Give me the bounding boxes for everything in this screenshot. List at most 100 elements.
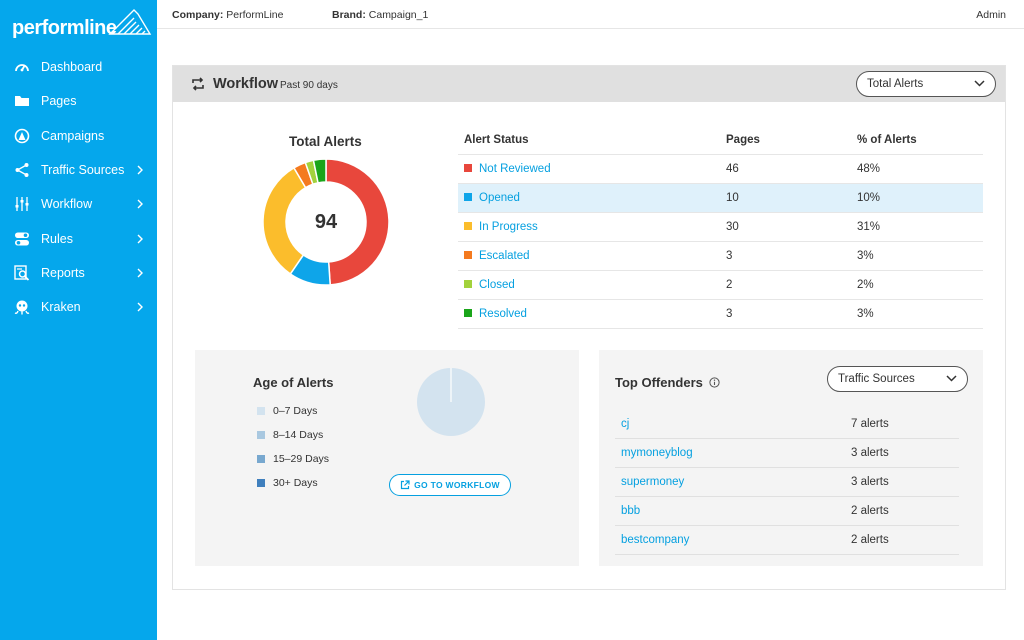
legend-item: 15–29 Days [257, 453, 329, 465]
percent-cell: 48% [857, 163, 881, 175]
alert-status-link[interactable]: Resolved [479, 308, 527, 320]
sidebar-item-pages[interactable]: Pages [0, 84, 157, 118]
sidebar-item-dashboard[interactable]: Dashboard [0, 50, 157, 84]
sidebar-item-traffic-sources[interactable]: Traffic Sources [0, 153, 157, 187]
alert-status-cell: Opened [464, 192, 520, 204]
donut-slice-not-reviewed[interactable] [325, 158, 390, 286]
age-of-alerts-pie-chart [417, 368, 485, 436]
sidebar-item-workflow[interactable]: Workflow [0, 187, 157, 221]
offender-link[interactable]: supermoney [621, 476, 685, 488]
legend-swatch [257, 455, 265, 463]
chevron-down-icon [946, 375, 957, 382]
sidebar-item-label: Campaigns [41, 128, 105, 143]
brand-value: Campaign_1 [368, 9, 429, 21]
alert-status-link[interactable]: Closed [479, 279, 515, 291]
offender-alert-count: 7 alerts [851, 418, 889, 430]
pages-cell: 3 [726, 250, 733, 262]
offender-link[interactable]: cj [621, 418, 630, 430]
percent-cell: 2% [857, 279, 874, 291]
status-color-swatch [464, 193, 472, 201]
offender-filter-dropdown[interactable]: Traffic Sources [827, 366, 968, 392]
workflow-subtitle: Past 90 days [280, 80, 338, 91]
alert-status-link[interactable]: Opened [479, 192, 520, 204]
offender-link[interactable]: bestcompany [621, 534, 690, 546]
offender-filter-value: Traffic Sources [838, 373, 915, 385]
table-row[interactable]: Escalated 3 3% [458, 242, 983, 271]
legend-item: 8–14 Days [257, 429, 323, 441]
external-link-icon [401, 480, 410, 490]
toggles-icon [13, 230, 31, 248]
workflow-card-header: Workflow Past 90 days Total Alerts [173, 66, 1005, 102]
table-header-row: Alert Status Pages % of Alerts [458, 126, 983, 155]
brand-selector[interactable]: Brand: Campaign_1 [332, 9, 428, 21]
chevron-down-icon [974, 80, 985, 87]
total-alerts-count: 94 [314, 210, 338, 233]
sidebar-item-campaigns[interactable]: Campaigns [0, 119, 157, 153]
logo-mark-icon [108, 9, 152, 35]
sidebar-item-kraken[interactable]: Kraken [0, 290, 157, 324]
donut-title: Total Alerts [289, 134, 362, 149]
percent-cell: 3% [857, 250, 874, 262]
legend-label: 8–14 Days [273, 429, 324, 441]
info-icon[interactable] [709, 377, 720, 388]
alert-status-link[interactable]: Not Reviewed [479, 163, 551, 175]
legend-swatch [257, 431, 265, 439]
column-header-percent: % of Alerts [857, 134, 917, 146]
table-row[interactable]: In Progress 30 31% [458, 213, 983, 242]
top-offenders-title: Top Offenders [615, 375, 703, 390]
chevron-right-icon [135, 268, 145, 278]
legend-label: 0–7 Days [273, 405, 318, 417]
chevron-right-icon [135, 199, 145, 209]
offender-alert-count: 2 alerts [851, 505, 889, 517]
column-header-alert-status: Alert Status [464, 134, 529, 146]
age-of-alerts-panel: Age of Alerts 0–7 Days 8–14 Days 15–29 Day… [195, 350, 579, 566]
list-item: bestcompany 2 alerts [615, 526, 959, 555]
sidebar-item-label: Pages [41, 94, 77, 109]
table-row[interactable]: Resolved 3 3% [458, 300, 983, 329]
donut-slice-resolved[interactable] [312, 158, 327, 184]
go-to-workflow-label: GO TO WORKFLOW [414, 480, 500, 490]
top-offenders-table: cj 7 alerts mymoneyblog 3 alerts supermoney 3… [615, 410, 959, 555]
percent-cell: 10% [857, 192, 881, 204]
alert-status-link[interactable]: Escalated [479, 250, 530, 262]
sidebar-item-reports[interactable]: Reports [0, 256, 157, 290]
sidebar-item-label: Dashboard [41, 60, 103, 75]
pages-cell: 3 [726, 308, 733, 320]
sidebar-item-rules[interactable]: Rules [0, 221, 157, 255]
offender-link[interactable]: bbb [621, 505, 641, 517]
performline-logo[interactable]: performline [12, 8, 152, 40]
total-alerts-donut-chart [262, 158, 390, 286]
sidebar-item-label: Traffic Sources [41, 163, 125, 178]
offender-alert-count: 3 alerts [851, 447, 889, 459]
alert-filter-value: Total Alerts [867, 78, 924, 90]
user-menu[interactable]: Admin [976, 9, 1006, 21]
chevron-right-icon [135, 165, 145, 175]
brand-label: Brand: [332, 9, 366, 21]
legend-label: 30+ Days [273, 477, 318, 489]
list-item: bbb 2 alerts [615, 497, 959, 526]
alert-status-link[interactable]: In Progress [479, 221, 538, 233]
table-row[interactable]: Closed 2 2% [458, 271, 983, 300]
company-label: Company: [172, 9, 224, 21]
alert-filter-dropdown[interactable]: Total Alerts [856, 71, 996, 97]
company-selector[interactable]: Company: PerformLine [172, 9, 283, 21]
status-color-swatch [464, 164, 472, 172]
kraken-icon [13, 298, 31, 316]
list-item: supermoney 3 alerts [615, 468, 959, 497]
report-search-icon [13, 264, 31, 282]
table-row[interactable]: Opened 10 10% [458, 184, 983, 213]
alert-status-cell: Resolved [464, 308, 527, 320]
sidebar-item-label: Rules [41, 231, 73, 246]
legend-item: 0–7 Days [257, 405, 317, 417]
status-color-swatch [464, 251, 472, 259]
logo-text: performline [12, 17, 117, 39]
alert-status-cell: Not Reviewed [464, 163, 551, 175]
offender-link[interactable]: mymoneyblog [621, 447, 693, 459]
workflow-title: Workflow [213, 76, 278, 92]
sidebar-item-label: Reports [41, 265, 85, 280]
sidebar-item-label: Kraken [41, 300, 81, 315]
share-icon [13, 161, 31, 179]
go-to-workflow-button[interactable]: GO TO WORKFLOW [389, 474, 511, 496]
table-row[interactable]: Not Reviewed 46 48% [458, 155, 983, 184]
alert-status-cell: In Progress [464, 221, 538, 233]
